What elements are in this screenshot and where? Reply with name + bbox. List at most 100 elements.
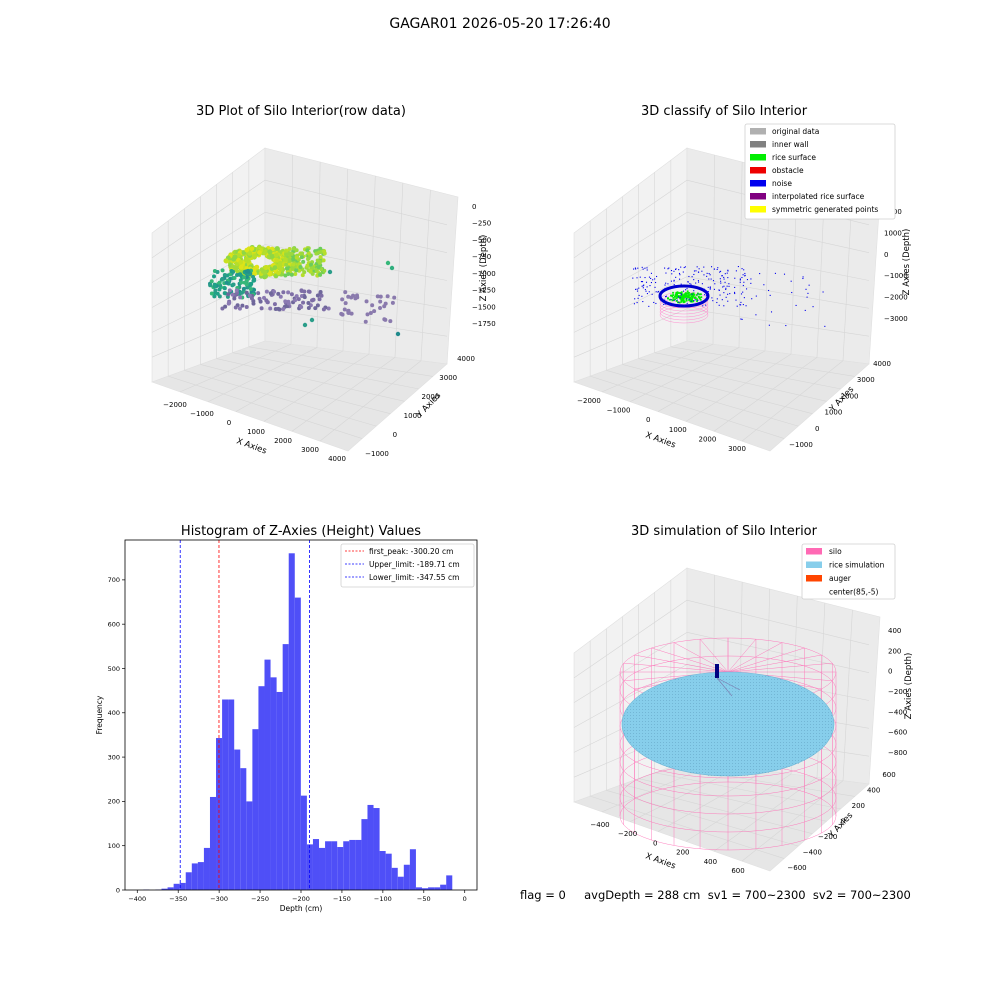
noise-point — [734, 277, 736, 279]
noise-point — [664, 288, 666, 290]
rice-point — [792, 742, 793, 743]
raw-point — [244, 304, 249, 309]
rice-point — [711, 769, 712, 770]
rice-point — [753, 694, 754, 695]
rice-point — [765, 700, 766, 701]
rice-point — [648, 733, 649, 734]
raw-point — [307, 289, 312, 294]
rice-point — [705, 703, 706, 704]
rice-point — [813, 712, 814, 713]
rice-point — [708, 733, 709, 734]
rice-point — [786, 712, 787, 713]
rice-point — [765, 742, 766, 743]
rice-point — [786, 697, 787, 698]
rice-point — [657, 751, 658, 752]
rice-point — [804, 757, 805, 758]
auger-line — [716, 677, 733, 697]
rice-point — [696, 766, 697, 767]
rice-point — [702, 733, 703, 734]
rice-point — [669, 697, 670, 698]
rice-point — [708, 718, 709, 719]
rice-point — [672, 703, 673, 704]
rice-point — [774, 751, 775, 752]
rice-point — [636, 712, 637, 713]
noise-point — [727, 300, 729, 302]
rice-point — [804, 739, 805, 740]
rice-point — [747, 706, 748, 707]
rice-point — [804, 688, 805, 689]
rice-point — [768, 697, 769, 698]
rice-point — [660, 733, 661, 734]
rice-point — [651, 700, 652, 701]
rice-point — [810, 754, 811, 755]
rice-surface-point — [684, 295, 686, 298]
x-tick-label: −400 — [128, 895, 146, 903]
rice-point — [699, 703, 700, 704]
raw-point — [293, 298, 298, 303]
noise-point — [709, 288, 711, 290]
x-tick-label: −2000 — [163, 401, 187, 409]
noise-point — [719, 278, 721, 280]
rice-point — [822, 718, 823, 719]
noise-point — [790, 280, 792, 282]
raw-point — [342, 307, 347, 312]
rice-point — [804, 712, 805, 713]
noise-point — [644, 267, 646, 269]
grid-line — [606, 789, 799, 847]
rice-point — [750, 679, 751, 680]
rice-point — [765, 769, 766, 770]
rice-point — [687, 724, 688, 725]
rice-point — [765, 694, 766, 695]
rice-point — [660, 697, 661, 698]
rice-point — [789, 691, 790, 692]
rice-point — [756, 745, 757, 746]
rice-point — [732, 688, 733, 689]
rice-point — [633, 745, 634, 746]
raw-points — [208, 244, 401, 337]
rice-point — [684, 712, 685, 713]
rice-point — [795, 709, 796, 710]
rice-point — [807, 721, 808, 722]
rice-point — [672, 709, 673, 710]
raw-point — [238, 295, 243, 300]
rice-point — [747, 748, 748, 749]
y-tick-label: 600 — [108, 620, 120, 628]
rice-point — [681, 682, 682, 683]
rice-point — [726, 766, 727, 767]
rice-point — [789, 718, 790, 719]
raw-point — [239, 290, 244, 295]
rice-point — [687, 766, 688, 767]
noise-point — [675, 268, 677, 270]
rice-point — [786, 739, 787, 740]
rice-point — [630, 724, 631, 725]
rice-point — [735, 721, 736, 722]
rice-point — [702, 763, 703, 764]
rice-point — [672, 739, 673, 740]
rice-point — [810, 727, 811, 728]
raw-point — [213, 288, 218, 293]
rice-point — [816, 709, 817, 710]
rice-point — [759, 757, 760, 758]
noise-point — [655, 291, 657, 293]
raw-point — [256, 291, 261, 296]
raw-point — [226, 292, 231, 297]
z-tick-label: −1000 — [884, 272, 908, 280]
noise-point — [675, 276, 677, 278]
rice-point — [804, 760, 805, 761]
rice-point — [648, 745, 649, 746]
rice-point — [792, 751, 793, 752]
rice-point — [693, 685, 694, 686]
rice-point — [696, 724, 697, 725]
rice-point — [663, 763, 664, 764]
rice-point — [693, 706, 694, 707]
rice-point — [705, 706, 706, 707]
rice-point — [678, 715, 679, 716]
rice-point — [645, 712, 646, 713]
rice-point — [780, 751, 781, 752]
noise-point — [727, 293, 729, 295]
rice-point — [714, 748, 715, 749]
rice-point — [627, 721, 628, 722]
rice-point — [750, 703, 751, 704]
noise-point — [805, 288, 807, 290]
rice-point — [717, 691, 718, 692]
